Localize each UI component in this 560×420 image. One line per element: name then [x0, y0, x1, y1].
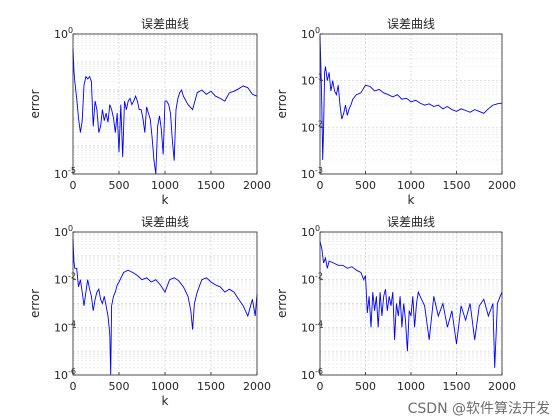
x-tick-label: 500 [355, 179, 376, 192]
axes-box [72, 231, 258, 376]
y-tick-base: 10 [301, 226, 315, 239]
y-tick-base: 10 [54, 321, 68, 334]
y-tick-base: 10 [301, 121, 315, 134]
plot-area [320, 232, 502, 375]
y-tick-base: 10 [54, 274, 68, 287]
y-tick-label: 10-6 [301, 367, 323, 382]
x-tick-label: 1000 [397, 179, 425, 192]
subplot-title: 误差曲线 [141, 17, 189, 31]
y-tick-base: 10 [54, 369, 68, 382]
y-tick-label: 100 [301, 224, 320, 239]
y-axis-label: error [28, 89, 42, 118]
x-tick-label: 1000 [397, 380, 425, 393]
y-tick-exponent: 0 [315, 224, 320, 233]
y-tick-label: 10-2 [301, 272, 323, 287]
y-tick-base: 10 [54, 226, 68, 239]
subplot-title: 误差曲线 [387, 17, 435, 31]
x-tick-label: 500 [109, 179, 130, 192]
error-series-line [72, 239, 258, 376]
y-tick-label: 10-2 [54, 272, 76, 287]
y-tick-exponent: -6 [315, 367, 323, 376]
y-axis-label: error [275, 89, 289, 118]
y-tick-label: 100 [54, 224, 73, 239]
error-series-line [319, 36, 503, 161]
x-tick-label: 1500 [197, 380, 225, 393]
x-tick-label: 2000 [243, 179, 271, 192]
y-tick-base: 10 [301, 274, 315, 287]
y-tick-exponent: 0 [68, 224, 73, 233]
y-tick-label: 10-6 [54, 367, 76, 382]
y-tick-exponent: -2 [315, 119, 323, 128]
y-tick-exponent: -2 [68, 272, 76, 281]
y-tick-exponent: -6 [68, 367, 76, 376]
y-tick-base: 10 [54, 168, 68, 181]
x-tick-label: 1000 [151, 380, 179, 393]
x-axis-label: k [408, 193, 415, 207]
y-tick-base: 10 [301, 28, 315, 41]
axes-box [319, 231, 503, 376]
y-tick-exponent: 0 [68, 26, 73, 35]
x-tick-label: 2000 [488, 179, 516, 192]
y-tick-label: 10-2 [301, 119, 323, 134]
x-tick-label: 1000 [151, 179, 179, 192]
y-tick-exponent: -3 [315, 166, 323, 175]
y-axis-label: error [275, 289, 289, 318]
y-tick-label: 10-4 [54, 319, 76, 334]
error-series-line [319, 241, 503, 368]
x-tick-label: 500 [355, 380, 376, 393]
x-tick-label: 1500 [443, 380, 471, 393]
y-tick-exponent: -5 [68, 166, 76, 175]
subplot-title: 误差曲线 [141, 215, 189, 229]
y-tick-label: 10-5 [54, 166, 76, 181]
y-tick-base: 10 [301, 321, 315, 334]
y-tick-label: 100 [54, 26, 73, 41]
y-tick-exponent: -1 [315, 73, 323, 82]
y-tick-base: 10 [301, 75, 315, 88]
x-tick-label: 0 [70, 380, 77, 393]
subplot-title: 误差曲线 [387, 215, 435, 229]
x-axis-label: k [162, 193, 169, 207]
x-tick-label: 0 [70, 179, 77, 192]
x-axis-label: k [162, 394, 169, 408]
y-tick-base: 10 [54, 28, 68, 41]
axes-box [319, 33, 503, 175]
y-tick-exponent: 0 [315, 26, 320, 35]
y-tick-base: 10 [301, 369, 315, 382]
x-tick-label: 500 [109, 380, 130, 393]
y-axis-label: error [28, 289, 42, 318]
y-tick-label: 10-1 [301, 73, 323, 88]
y-tick-label: 100 [301, 26, 320, 41]
y-tick-exponent: -4 [68, 319, 76, 328]
x-tick-label: 2000 [243, 380, 271, 393]
x-tick-label: 0 [317, 179, 324, 192]
x-tick-label: 1500 [197, 179, 225, 192]
y-tick-exponent: -4 [315, 319, 323, 328]
y-tick-label: 10-4 [301, 319, 323, 334]
axes-box [72, 33, 258, 175]
watermark: CSDN @软件算法开发 [407, 401, 550, 417]
y-tick-exponent: -2 [315, 272, 323, 281]
x-tick-label: 1500 [443, 179, 471, 192]
y-tick-label: 10-3 [301, 166, 323, 181]
x-tick-label: 2000 [488, 380, 516, 393]
y-tick-base: 10 [301, 168, 315, 181]
error-series-line [72, 48, 258, 175]
x-tick-label: 0 [317, 380, 324, 393]
